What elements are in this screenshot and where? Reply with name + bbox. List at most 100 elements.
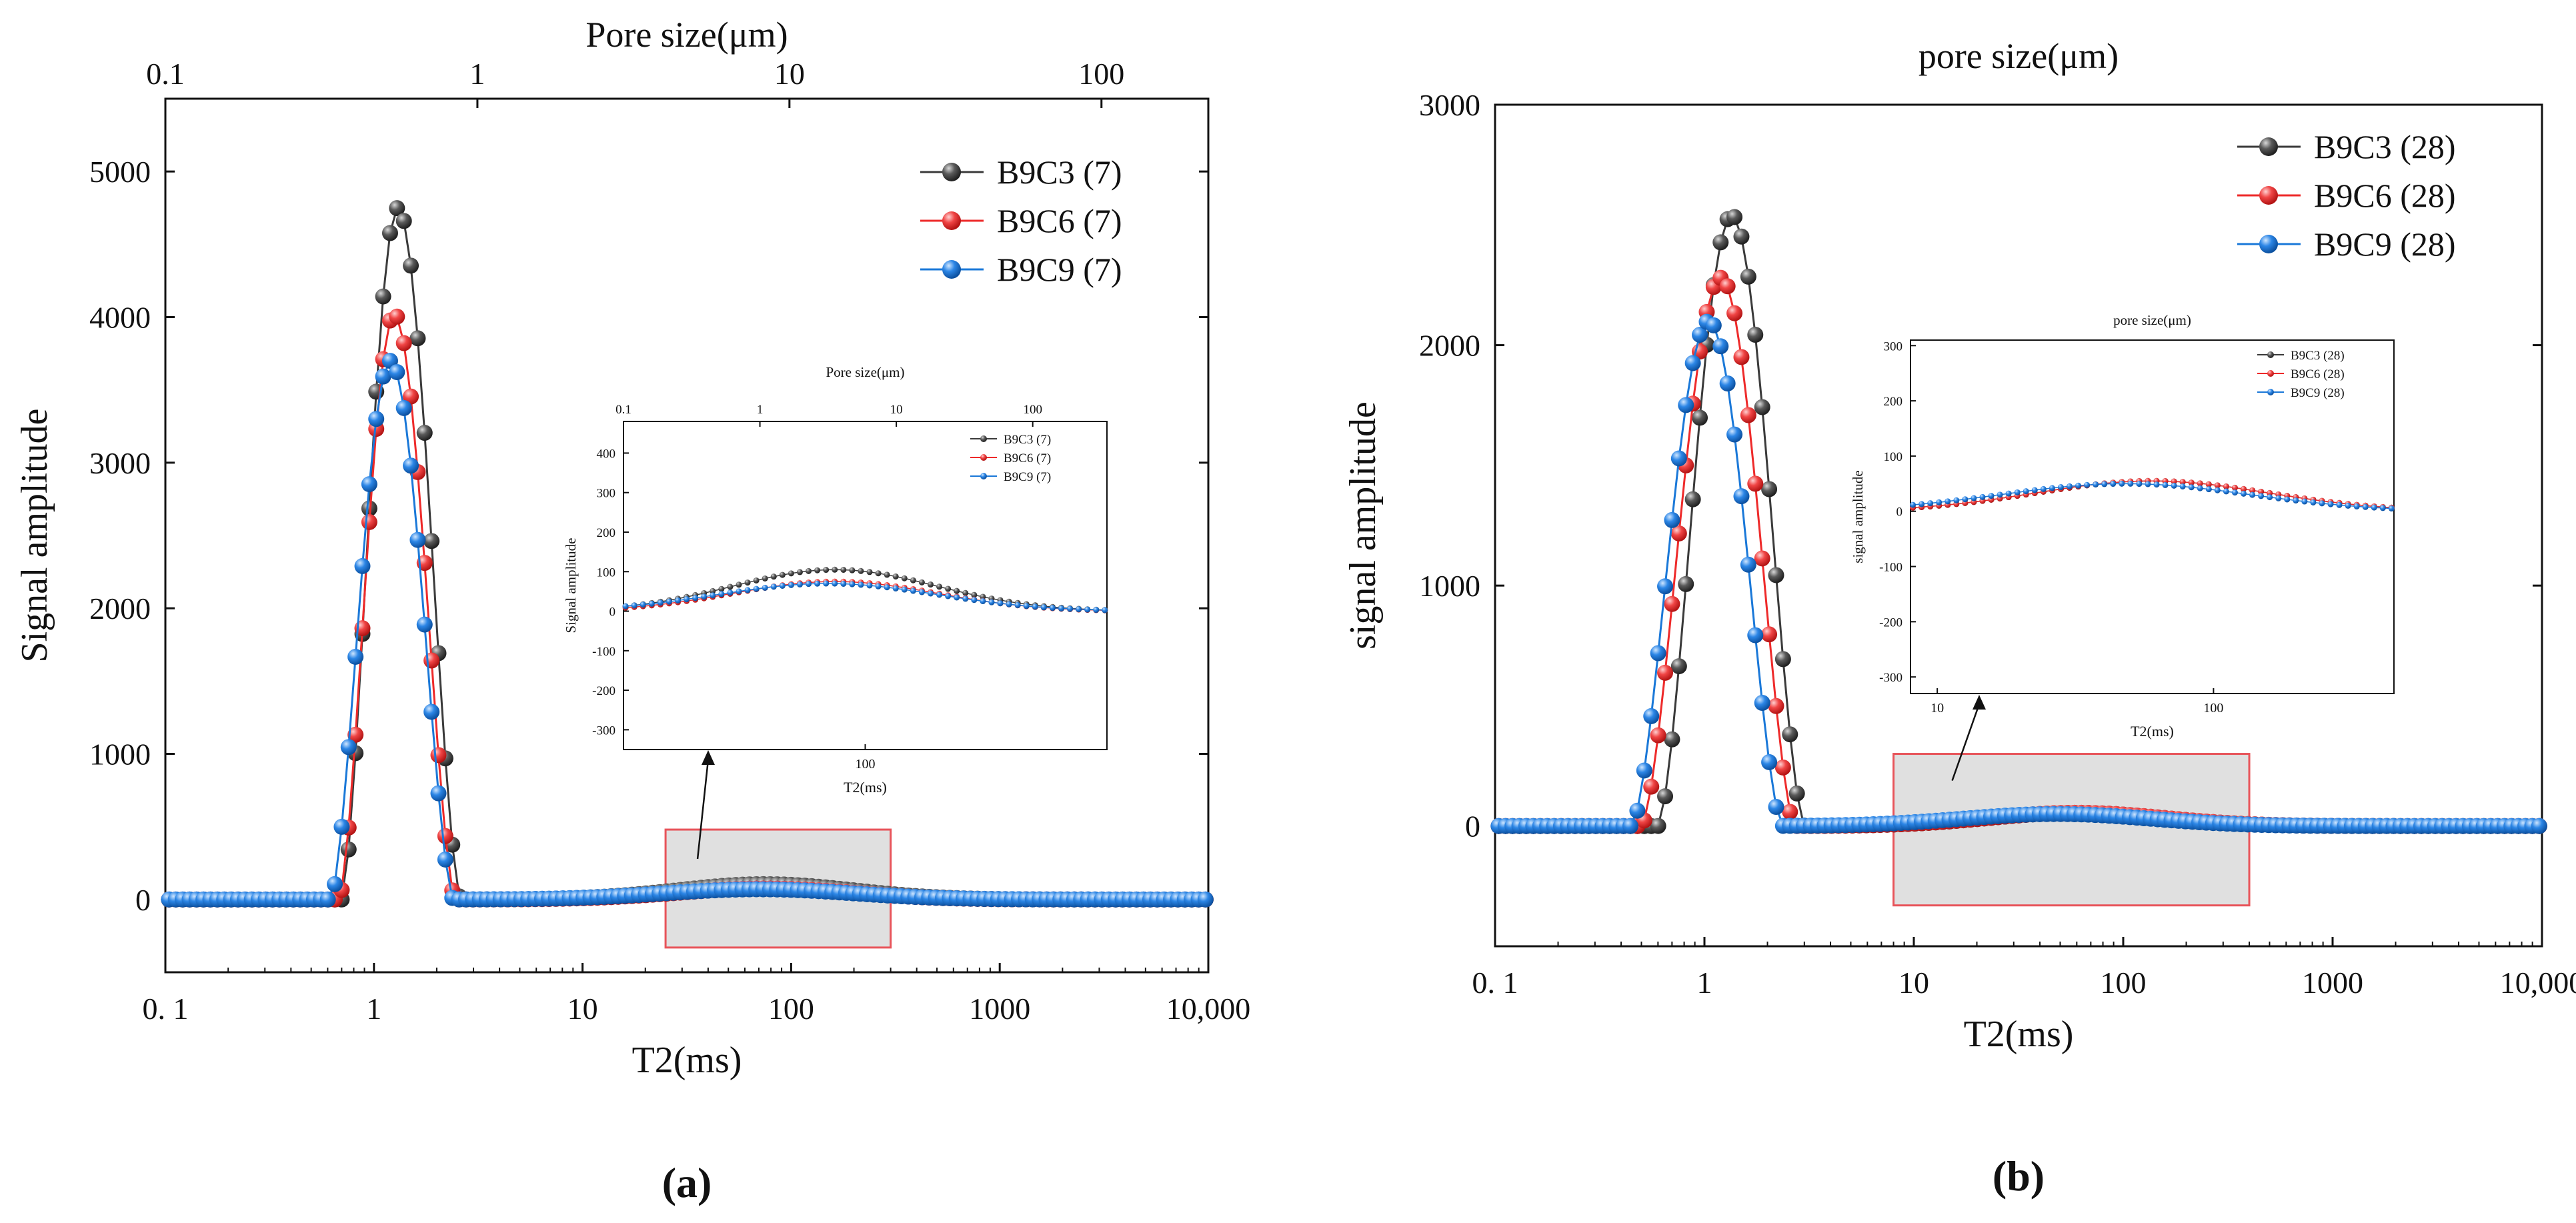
inset-legend-marker	[980, 435, 987, 442]
panel-label: (a)	[662, 1159, 712, 1206]
inset-legend-label: B9C9 (7)	[1004, 470, 1051, 484]
inset-data-point-B9C9	[2249, 491, 2256, 498]
inset-y-tick-label: 400	[597, 447, 616, 461]
inset-legend-label: B9C3 (7)	[1004, 433, 1051, 447]
inset-data-point-B9C9	[692, 595, 699, 601]
inset-data-point-B9C9	[997, 600, 1004, 607]
inset-data-point-B9C9	[2336, 501, 2343, 508]
data-point-B9C3	[395, 213, 412, 229]
data-point-B9C9	[375, 368, 391, 385]
inset-data-point-B9C9	[2301, 498, 2308, 505]
inset-data-point-B9C9	[866, 582, 873, 589]
data-point-B9C3	[1747, 326, 1764, 343]
inset-top-axis-title: pore size(μm)	[2113, 312, 2191, 328]
inset-data-point-B9C3	[884, 571, 890, 578]
inset-data-point-B9C3	[945, 585, 952, 592]
inset-data-point-B9C6	[2223, 483, 2229, 490]
inset-data-point-B9C9	[753, 585, 760, 592]
data-point-B9C9	[1692, 327, 1708, 343]
inset-y-tick-label: 300	[1884, 339, 1903, 353]
inset-data-point-B9C9	[840, 580, 847, 587]
x-tick-label: 1	[366, 992, 381, 1026]
inset-data-point-B9C9	[1927, 500, 1934, 507]
inset-data-point-B9C3	[796, 569, 803, 575]
data-point-B9C9	[354, 557, 371, 574]
inset-data-point-B9C3	[770, 573, 777, 580]
data-point-B9C3	[423, 533, 440, 549]
data-point-B9C6	[1774, 759, 1791, 776]
inset-data-point-B9C9	[2040, 485, 2047, 492]
inset-data-point-B9C9	[2275, 495, 2282, 501]
legend-marker	[2259, 186, 2278, 205]
inset-data-point-B9C9	[622, 603, 629, 609]
inset-data-point-B9C9	[2145, 481, 2151, 487]
inset-data-point-B9C9	[701, 593, 708, 600]
data-point-B9C3	[1774, 651, 1791, 668]
inset-y-tick-label: -200	[1879, 616, 1902, 630]
inset-data-point-B9C9	[1988, 493, 1995, 499]
x-tick-label: 0. 1	[1472, 966, 1518, 1000]
data-point-B9C9	[437, 851, 453, 868]
inset-data-point-B9C9	[1997, 491, 2003, 498]
data-point-B9C3	[1761, 481, 1778, 497]
inset-data-point-B9C9	[2005, 490, 2012, 497]
data-point-B9C9	[430, 785, 447, 802]
inset-data-point-B9C9	[2153, 481, 2160, 488]
data-point-B9C9	[340, 739, 357, 756]
data-point-B9C9	[1747, 627, 1764, 644]
inset-data-point-B9C9	[2136, 481, 2143, 487]
inset-data-point-B9C9	[1910, 501, 1916, 508]
data-point-B9C9	[423, 704, 440, 720]
inset-data-point-B9C3	[814, 567, 821, 573]
data-point-B9C3	[1684, 491, 1701, 507]
inset-top-tick-label: 100	[1023, 403, 1042, 417]
x-axis-title: T2(ms)	[632, 1040, 742, 1081]
inset-data-point-B9C9	[2049, 485, 2055, 491]
data-point-B9C9	[319, 891, 336, 908]
data-point-B9C9	[1664, 511, 1680, 528]
inset-data-point-B9C9	[718, 591, 725, 597]
inset-data-point-B9C9	[1014, 601, 1021, 608]
inset-legend-marker	[980, 454, 987, 461]
inset-legend-marker	[980, 473, 987, 479]
legend-marker	[942, 260, 961, 279]
data-point-B9C9	[1740, 556, 1756, 573]
y-tick-label: 3000	[89, 446, 151, 480]
inset-data-point-B9C9	[1945, 498, 1951, 505]
inset-data-point-B9C9	[936, 591, 943, 598]
plot-frame	[1494, 103, 2543, 948]
legend-marker	[2259, 235, 2278, 253]
zoom-arrow	[1951, 704, 1981, 781]
data-point-B9C9	[368, 411, 385, 427]
inset-data-point-B9C9	[892, 585, 899, 591]
inset-y-tick-label: -300	[592, 724, 615, 738]
legend-label: B9C3 (28)	[2314, 128, 2456, 165]
inset-top-tick-label: 0.1	[615, 403, 631, 417]
inset-data-point-B9C9	[2388, 505, 2395, 512]
inset-y-tick-label: 200	[1884, 395, 1903, 409]
inset-legend-label: B9C3 (28)	[2291, 349, 2345, 363]
inset-top-tick-label: 10	[890, 403, 903, 417]
data-point-B9C6	[403, 388, 419, 405]
data-point-B9C9	[1684, 355, 1701, 371]
inset-data-point-B9C9	[1058, 605, 1064, 612]
inset-data-point-B9C9	[2093, 481, 2099, 487]
data-point-B9C3	[1754, 399, 1770, 415]
data-point-B9C9	[347, 648, 364, 665]
inset-data-point-B9C9	[779, 582, 786, 589]
data-point-B9C9	[1643, 708, 1660, 724]
inset-data-point-B9C9	[2223, 488, 2229, 495]
inset-data-point-B9C9	[2362, 503, 2369, 510]
y-tick-label: 5000	[89, 155, 151, 189]
inset-y-tick-label: 0	[609, 605, 616, 620]
inset-data-point-B9C9	[2327, 501, 2334, 507]
inset-data-point-B9C6	[2267, 489, 2273, 496]
inset-data-point-B9C6	[2205, 481, 2212, 487]
data-point-B9C3	[1782, 726, 1798, 743]
inset-data-point-B9C9	[901, 586, 908, 593]
legend-marker	[2259, 137, 2278, 156]
inset-data-point-B9C9	[1093, 607, 1100, 614]
inset-data-point-B9C9	[918, 589, 925, 595]
data-point-B9C9	[333, 818, 350, 835]
y-tick-label: 1000	[89, 738, 151, 772]
